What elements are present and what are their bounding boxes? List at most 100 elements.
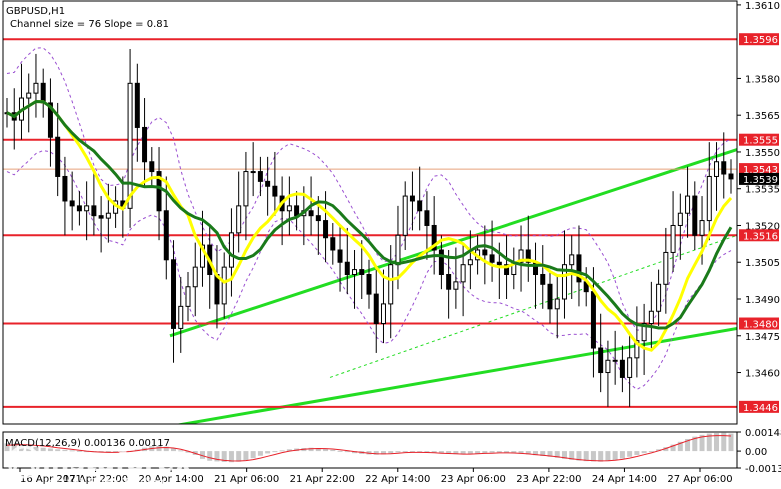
macd-histogram-bar <box>656 449 662 452</box>
candle-body <box>62 175 68 202</box>
macd-histogram-bar <box>156 445 162 452</box>
candle-body <box>142 126 148 163</box>
candle-body <box>286 205 292 212</box>
candle-body <box>337 249 343 263</box>
candle-body <box>605 359 611 374</box>
time-tick-label: 24 Apr 14:00 <box>592 474 657 485</box>
candle-body <box>294 205 300 217</box>
candle-body <box>438 249 444 275</box>
watermark-tagline: Instant Forex Trading <box>44 477 165 488</box>
macd-histogram-bar <box>446 451 452 454</box>
level-tag-1-label: 1.3555 <box>743 136 778 147</box>
candle-body <box>627 357 633 378</box>
candle-body <box>467 259 473 266</box>
macd-histogram-bar <box>171 448 177 452</box>
macd-histogram-bar <box>69 450 75 452</box>
candle-body <box>127 82 133 209</box>
macd-histogram-bar <box>431 451 437 453</box>
candle-body <box>315 215 321 222</box>
candle-body <box>163 210 169 261</box>
macd-histogram-bar <box>178 450 184 452</box>
price-tag-0-box <box>739 163 779 176</box>
candle-body <box>721 161 727 175</box>
candle-body <box>417 200 423 212</box>
macd-histogram-bar <box>402 451 408 453</box>
candle-body <box>728 173 734 180</box>
macd-histogram-bar <box>185 451 191 453</box>
chart-symbol: GBPUSD,H1 <box>6 6 65 17</box>
macd-histogram-bar <box>308 447 314 452</box>
macd-histogram-bar <box>547 451 553 457</box>
candle-body <box>40 82 46 104</box>
macd-histogram-bar <box>199 451 205 459</box>
macd-histogram-bar <box>576 451 582 461</box>
candle-body <box>504 264 510 275</box>
candle-body <box>228 232 234 268</box>
candle-body <box>424 210 430 226</box>
candle-body <box>482 249 488 256</box>
candle-body <box>677 212 683 226</box>
candle-body <box>641 323 647 342</box>
macd-tick-label: 0.00148 <box>745 428 781 439</box>
price-tick-label: 1.3460 <box>745 369 780 380</box>
candle-body <box>380 303 386 325</box>
candle-body <box>706 175 712 222</box>
macd-histogram-bar <box>221 451 227 462</box>
time-tick-label: 20 Apr 14:00 <box>139 474 204 485</box>
candle-body <box>47 102 53 138</box>
macd-histogram-bar <box>533 451 539 456</box>
macd-histogram-bar <box>692 436 698 452</box>
candle-body <box>221 266 227 305</box>
candle-body <box>55 136 61 177</box>
macd-histogram-bar <box>228 451 234 463</box>
candle-body <box>373 293 379 325</box>
macd-histogram-bar <box>612 451 618 461</box>
price-tick-label: 1.3565 <box>745 111 780 122</box>
macd-histogram-bar <box>330 449 336 452</box>
macd-histogram-bar <box>511 451 517 454</box>
level-tag-2-box <box>739 229 779 242</box>
candle-body <box>243 171 249 207</box>
logo-ring-icon <box>7 445 41 479</box>
candle-body <box>590 291 596 349</box>
macd-histogram-bar <box>619 451 625 459</box>
macd-histogram-bar <box>47 448 53 452</box>
macd-tick-label: 0.00 <box>745 447 767 458</box>
macd-histogram-bar <box>113 451 119 453</box>
price-tick-label: 1.3535 <box>745 185 780 196</box>
macd-histogram-bar <box>648 451 654 453</box>
macd-histogram-bar <box>55 449 61 452</box>
macd-histogram-bar <box>76 450 82 452</box>
price-pane <box>3 38 737 424</box>
macd-histogram-bar <box>460 451 466 455</box>
candle-body <box>402 195 408 236</box>
candle-body <box>149 161 155 173</box>
price-tag-1-label: 1.3539 <box>743 175 778 186</box>
macd-histogram-bar <box>569 451 575 460</box>
candle-body <box>308 210 314 217</box>
macd-histogram-bar <box>525 451 531 455</box>
candle-body <box>699 220 705 236</box>
macd-pane <box>4 432 734 463</box>
macd-histogram-bar <box>265 451 271 454</box>
candle-body <box>692 195 698 236</box>
level-tag-4-box <box>739 400 779 413</box>
macd-histogram-bar <box>518 451 524 454</box>
macd-histogram-bar <box>590 451 596 462</box>
time-tick-label: 21 Apr 06:00 <box>214 474 279 485</box>
price-pane-frame <box>2 0 738 425</box>
macd-histogram-bar <box>641 451 647 454</box>
macd-histogram-bar <box>561 451 567 459</box>
macd-histogram-bar <box>663 447 669 452</box>
macd-histogram-bar <box>721 432 727 452</box>
candle-body <box>540 273 546 285</box>
macd-histogram-bar <box>62 449 68 452</box>
macd-histogram-bar <box>344 451 350 453</box>
macd-histogram-bar <box>598 451 604 462</box>
candle-body <box>192 266 198 288</box>
moving-average-fast <box>6 99 733 352</box>
macd-histogram-bar <box>706 433 712 452</box>
